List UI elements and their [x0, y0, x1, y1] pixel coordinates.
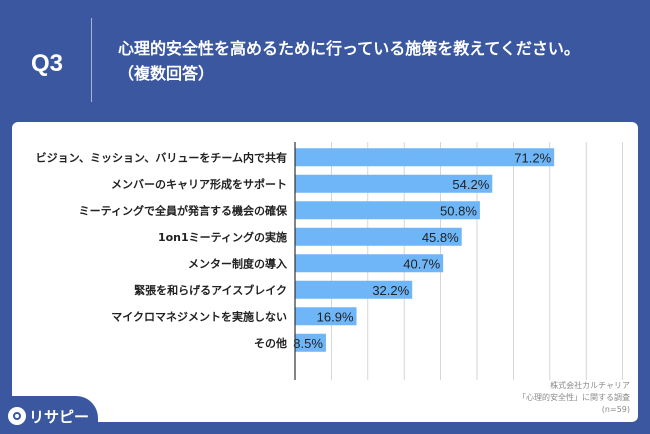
category-label: 1on1ミーティングの実施 [158, 230, 287, 244]
category-label: 緊張を和らげるアイスブレイク [134, 283, 287, 297]
brand-logo: リサピー [0, 396, 98, 434]
question-number: Q3 [31, 50, 64, 77]
value-label: 32.2% [372, 283, 409, 298]
value-label: 8.5% [293, 336, 323, 351]
bar-chart: ビジョン、ミッション、バリューをチーム内で共有 71.2% メンバーのキャリア形成を… [36, 142, 623, 380]
header: Q3 心理的安全性を高めるために行っている施策を教えてください。 （複数回答） [0, 0, 650, 120]
source-company: 株式会社カルチャリア [550, 381, 630, 390]
category-label: ビジョン、ミッション、バリューをチーム内で共有 [36, 150, 287, 164]
bar [295, 333, 326, 352]
bar [295, 227, 462, 246]
value-label: 50.8% [440, 203, 477, 218]
bar [295, 174, 493, 193]
value-label: 54.2% [452, 177, 489, 192]
header-divider [91, 18, 92, 102]
category-label: ミーティングで全員が発言する機会の確保 [79, 203, 288, 217]
bar [295, 201, 480, 220]
category-label: メンター制度の導入 [188, 256, 287, 270]
bar [295, 254, 444, 273]
brand-name: リサピー [29, 408, 90, 426]
question-title-line2: （複数回答） [118, 64, 215, 83]
category-label: メンバーのキャリア形成をサポート [111, 177, 287, 191]
value-label: 16.9% [317, 309, 354, 324]
source-sample-size: (n=59) [601, 405, 630, 414]
chart-card: ビジョン、ミッション、バリューをチーム内で共有 71.2% メンバーのキャリア形成を… [12, 122, 638, 422]
category-label: その他 [254, 336, 287, 350]
category-label: マイクロマネジメントを実施しない [111, 309, 287, 323]
question-title: 心理的安全性を高めるために行っている施策を教えてください。 （複数回答） [118, 36, 638, 86]
brand-mark-icon [8, 407, 26, 425]
bar [295, 148, 555, 167]
bar [295, 280, 413, 299]
question-title-line1: 心理的安全性を高めるために行っている施策を教えてください。 [118, 39, 580, 58]
bar [295, 307, 357, 326]
source-survey: 「心理的安全性」に関する調査 [518, 393, 630, 402]
value-label: 45.8% [422, 230, 459, 245]
value-label: 40.7% [403, 256, 440, 271]
source-note: 株式会社カルチャリア 「心理的安全性」に関する調査 (n=59) [430, 380, 630, 416]
value-label: 71.2% [514, 150, 551, 165]
